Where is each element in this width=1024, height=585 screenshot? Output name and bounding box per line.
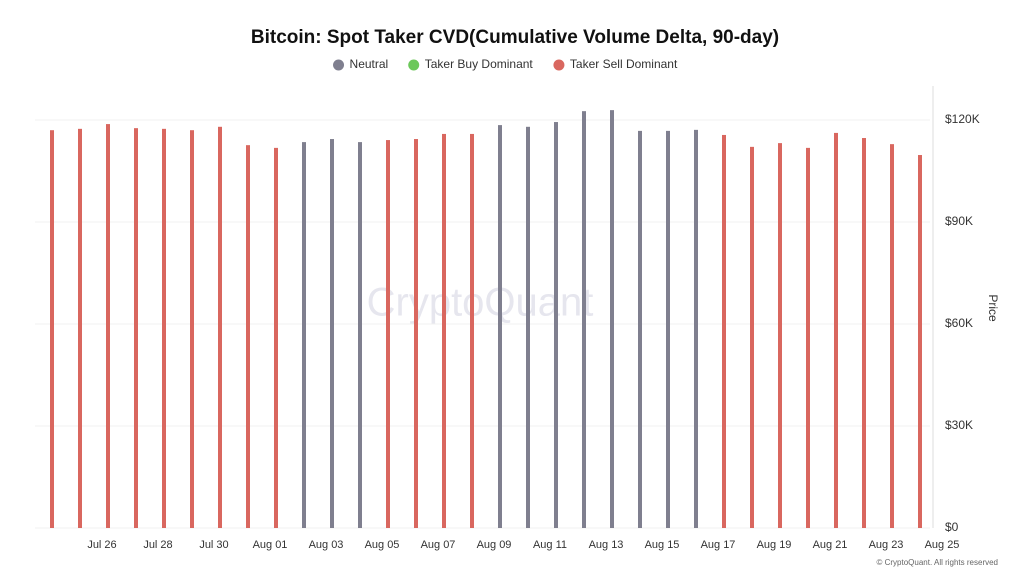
legend-swatch	[553, 59, 565, 71]
bar	[78, 128, 82, 528]
bar	[134, 128, 138, 528]
bar	[302, 142, 306, 528]
bar	[358, 142, 362, 528]
bar	[638, 130, 642, 528]
chart-title: Bitcoin: Spot Taker CVD(Cumulative Volum…	[251, 27, 779, 48]
bar	[50, 130, 54, 528]
x-tick-label: Aug 09	[477, 539, 512, 551]
bar	[834, 132, 838, 529]
y-tick-label: $30K	[945, 418, 973, 432]
bar	[162, 128, 166, 528]
bar	[106, 124, 110, 528]
y-tick-label: $0	[945, 520, 959, 534]
bar	[386, 140, 390, 528]
legend-label: Neutral	[350, 57, 389, 71]
bar	[470, 133, 474, 528]
legend-swatch	[408, 59, 420, 71]
x-tick-label: Aug 05	[365, 539, 400, 551]
y-axis-label: Price	[986, 294, 1000, 322]
bar	[414, 139, 418, 529]
bar	[666, 130, 670, 528]
bar	[498, 125, 502, 528]
bar	[274, 147, 278, 528]
bar	[862, 138, 866, 528]
bar	[246, 145, 250, 528]
bar	[442, 133, 446, 528]
bar	[190, 130, 194, 528]
legend-item: Taker Buy Dominant	[408, 57, 533, 71]
bar	[526, 126, 530, 529]
x-tick-label: Aug 19	[757, 539, 792, 551]
legend-label: Taker Sell Dominant	[570, 57, 678, 71]
x-tick-label: Aug 15	[645, 539, 680, 551]
y-tick-label: $120K	[945, 112, 980, 126]
bar	[918, 155, 922, 528]
bar	[610, 110, 614, 528]
bar	[330, 139, 334, 529]
x-tick-label: Aug 07	[421, 539, 456, 551]
footer: © CryptoQuant. All rights reserved	[877, 558, 999, 567]
x-tick-label: Aug 17	[701, 539, 736, 551]
watermark: CryptoQuant	[367, 281, 594, 325]
x-tick-label: Aug 13	[589, 539, 624, 551]
y-tick-label: $90K	[945, 214, 973, 228]
y-tick-label: $60K	[945, 316, 973, 330]
x-tick-label: Aug 01	[253, 539, 288, 551]
bar	[582, 111, 586, 528]
bar	[778, 143, 782, 528]
legend-item: Taker Sell Dominant	[553, 57, 678, 71]
legend-label: Taker Buy Dominant	[425, 57, 534, 71]
bar	[218, 126, 222, 529]
x-tick-label: Aug 23	[869, 539, 904, 551]
bar	[806, 147, 810, 528]
legend-swatch	[333, 59, 345, 71]
bar	[722, 134, 726, 528]
x-tick-label: Aug 03	[309, 539, 344, 551]
legend-item: Neutral	[333, 57, 388, 71]
x-tick-label: Aug 21	[813, 539, 848, 551]
bar	[890, 144, 894, 528]
x-tick-label: Aug 11	[533, 539, 567, 551]
x-tick-label: Jul 26	[87, 539, 116, 551]
bar	[554, 122, 558, 528]
x-tick-label: Jul 30	[199, 539, 228, 551]
bar	[694, 129, 698, 529]
x-tick-label: Jul 28	[143, 539, 172, 551]
x-tick-label: Aug 25	[925, 539, 960, 551]
bar	[750, 146, 754, 529]
